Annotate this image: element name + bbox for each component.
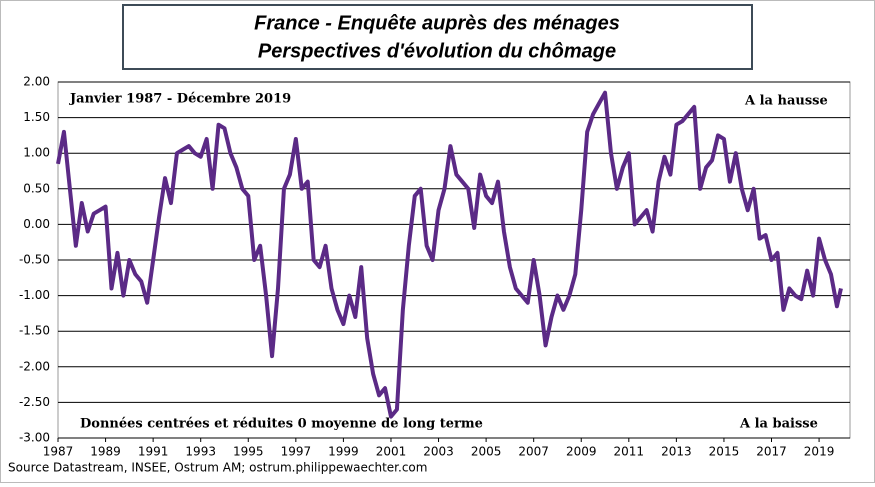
source: Source Datastream, INSEE, Ostrum AM; ost…: [8, 461, 427, 475]
x-tick-label: 2011: [614, 445, 645, 459]
annotation: Janvier 1987 - Décembre 2019: [69, 92, 291, 107]
x-tick-label: 1987: [43, 445, 74, 459]
x-tick-label: 2013: [661, 445, 692, 459]
title-box: [122, 4, 753, 70]
x-tick-label: 1989: [90, 445, 121, 459]
annotation: A la hausse: [744, 94, 828, 109]
x-tick-label: 2019: [804, 445, 835, 459]
y-tick-label: -3.00: [19, 431, 50, 445]
annotation: A la baisse: [739, 417, 818, 432]
y-tick-label: -2.50: [19, 395, 50, 409]
y-tick-label: -2.00: [19, 359, 50, 373]
y-tick-label: -1.00: [19, 288, 50, 302]
x-tick-label: 1991: [138, 445, 169, 459]
chart-subtitle: Perspectives d'évolution du chômage: [258, 40, 616, 62]
x-tick-label: 1997: [281, 445, 312, 459]
x-tick-label: 2003: [423, 445, 454, 459]
y-tick-label: -1.50: [19, 324, 50, 338]
annotation: Données centrées et réduites 0 moyenne d…: [80, 417, 483, 432]
x-tick-label: 1995: [233, 445, 264, 459]
x-tick-label: 2005: [471, 445, 502, 459]
chart-title: France - Enquête auprès des ménages: [254, 12, 620, 34]
y-tick-label: 0.00: [23, 217, 50, 231]
data-line: [56, 90, 843, 419]
x-tick-label: 1999: [328, 445, 359, 459]
x-tick-label: 2009: [566, 445, 597, 459]
y-tick-label: -0.50: [19, 253, 50, 267]
x-tick-label: 2007: [518, 445, 549, 459]
x-tick-label: 2015: [709, 445, 740, 459]
y-tick-label: 2.00: [23, 75, 50, 89]
y-tick-label: 1.00: [23, 146, 50, 160]
x-tick-label: 1993: [185, 445, 216, 459]
x-tick-label: 2017: [756, 445, 787, 459]
y-tick-label: 1.50: [23, 110, 50, 124]
y-tick-label: 0.50: [23, 181, 50, 195]
x-tick-label: 2001: [376, 445, 407, 459]
